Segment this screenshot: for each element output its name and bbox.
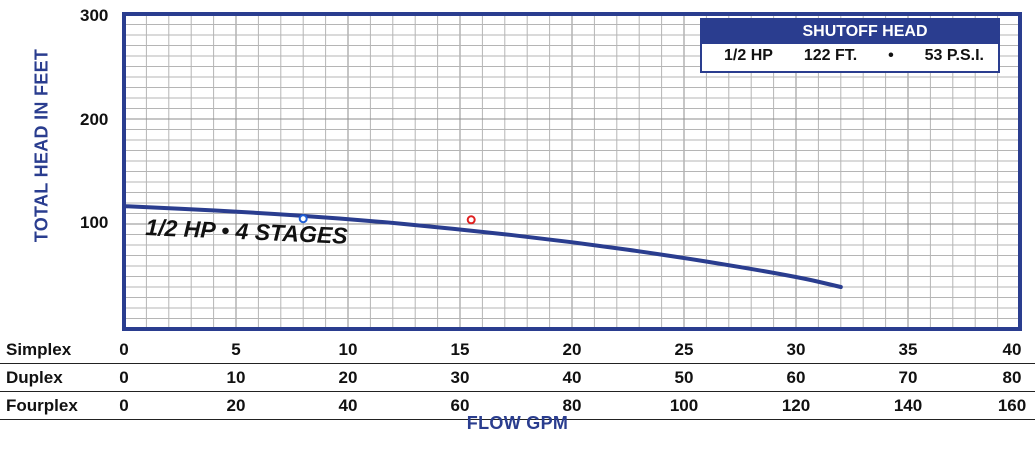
x-tick-label: 0 <box>119 396 129 415</box>
shutoff-psi: 53 P.S.I. <box>924 47 984 64</box>
x-tick-label: 40 <box>338 396 358 415</box>
x-tick-label: 0 <box>119 368 129 387</box>
series-layer <box>122 204 843 289</box>
x-tick-label: 60 <box>450 396 470 415</box>
shutoff-title: SHUTOFF HEAD <box>702 20 998 44</box>
y-axis-title: TOTAL HEAD IN FEET <box>31 48 52 243</box>
x-tick-label: 5 <box>231 340 241 359</box>
x-tick-label: 80 <box>1002 368 1022 387</box>
x-axis-row-divider <box>0 419 1035 420</box>
shutoff-hp: 1/2 HP <box>724 47 773 64</box>
x-tick-label: 20 <box>562 340 582 359</box>
x-tick-label: 10 <box>226 368 246 387</box>
x-tick-label: 20 <box>338 368 358 387</box>
x-tick-label: 40 <box>1002 340 1022 359</box>
series-line-0 <box>122 204 843 289</box>
x-axis-row-divider <box>0 363 1035 364</box>
shutoff-bullet: • <box>888 47 894 64</box>
x-tick-label: 70 <box>898 368 918 387</box>
x-tick-label: 10 <box>338 340 358 359</box>
data-marker-0 <box>298 214 308 224</box>
x-tick-label: 30 <box>786 340 806 359</box>
x-tick-label: 100 <box>669 396 699 415</box>
x-axis-row-label: Duplex <box>6 368 63 387</box>
y-tick-200: 200 <box>80 110 109 129</box>
x-tick-label: 40 <box>562 368 582 387</box>
x-axis-row-label: Fourplex <box>6 396 78 415</box>
x-tick-label: 15 <box>450 340 470 359</box>
shutoff-feet: 122 FT. <box>803 47 858 64</box>
x-tick-label: 30 <box>450 368 470 387</box>
y-tick-100: 100 <box>80 213 109 232</box>
x-axis-row-label: Simplex <box>6 340 72 359</box>
x-tick-label: 50 <box>674 368 694 387</box>
shutoff-values: 1/2 HP 122 FT. • 53 P.S.I. <box>702 44 998 65</box>
x-tick-label: 80 <box>562 396 582 415</box>
x-tick-label: 60 <box>786 368 806 387</box>
x-axis-row-divider <box>0 391 1035 392</box>
x-tick-label: 160 <box>997 396 1027 415</box>
marker-layer <box>298 214 476 225</box>
x-tick-label: 20 <box>226 396 246 415</box>
chart-grid <box>124 14 1020 329</box>
data-marker-1 <box>466 215 476 225</box>
x-tick-label: 35 <box>898 340 918 359</box>
y-tick-300: 300 <box>80 6 109 25</box>
plot-frame <box>122 12 1022 331</box>
x-tick-label: 140 <box>893 396 923 415</box>
shutoff-head-legend: SHUTOFF HEAD 1/2 HP 122 FT. • 53 P.S.I. <box>700 18 1000 73</box>
x-tick-label: 120 <box>781 396 811 415</box>
x-tick-label: 0 <box>119 340 129 359</box>
x-tick-label: 25 <box>674 340 694 359</box>
x-axis-title: FLOW GPM <box>466 413 569 433</box>
